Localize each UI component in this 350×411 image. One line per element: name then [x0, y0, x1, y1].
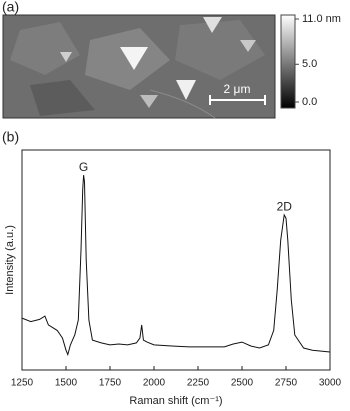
x-tick-label: 1750	[99, 378, 122, 389]
colorbar-tick-label: 11.0 nm	[302, 13, 341, 25]
x-tick-label: 3000	[319, 378, 342, 389]
scale-bar-label: 2 μm	[224, 82, 251, 96]
spectrum-line	[21, 175, 331, 357]
x-axis-label: Raman shift (cm⁻¹)	[129, 395, 222, 407]
peak-annotation: G	[79, 160, 88, 174]
panel-label: (b)	[2, 129, 19, 145]
x-tick-label: 1500	[55, 378, 78, 389]
colorbar-tick-label: 5.0	[302, 58, 317, 70]
x-tick-label: 2250	[187, 378, 210, 389]
scale-bar	[209, 95, 266, 105]
colorbar-tick-label: 0.0	[302, 96, 317, 108]
y-axis-label: Intensity (a.u.)	[4, 225, 16, 295]
plot-frame	[21, 149, 331, 371]
peak-annotation: 2D	[277, 199, 293, 213]
x-tick-label: 2500	[231, 378, 254, 389]
x-tick-label: 1250	[11, 378, 34, 389]
x-tick-label: 2750	[275, 378, 298, 389]
panel-label: (a)	[2, 0, 19, 15]
afm-image	[2, 14, 276, 119]
x-tick-label: 2000	[143, 378, 166, 389]
colorbar	[280, 14, 296, 109]
